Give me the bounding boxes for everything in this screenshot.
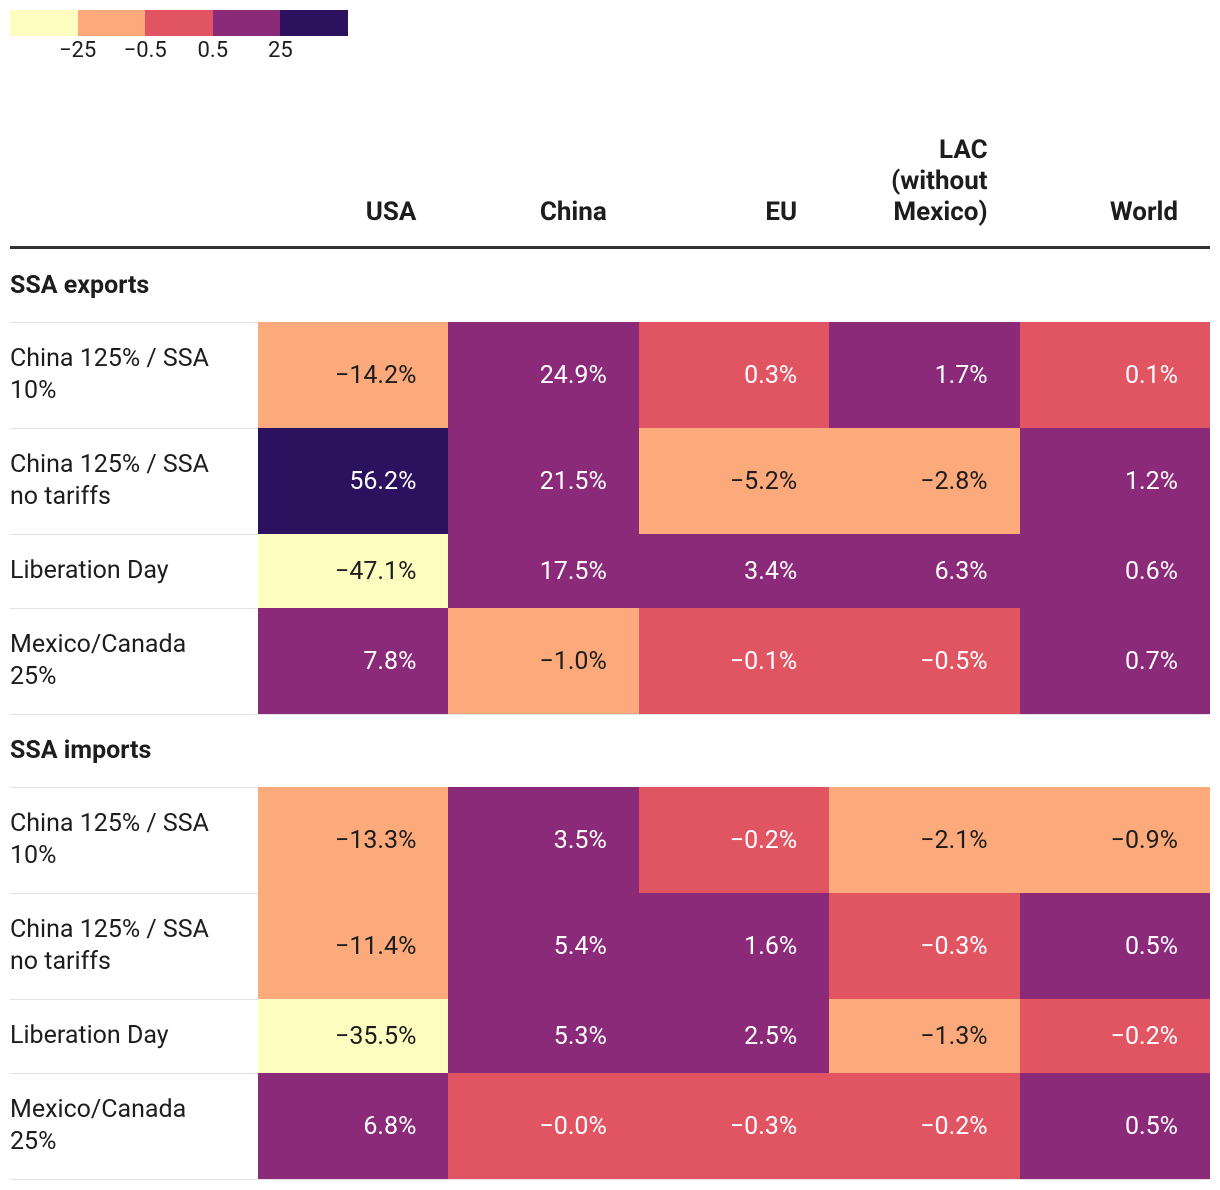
row-label: Liberation Day: [10, 1021, 169, 1050]
legend-swatch: [145, 10, 213, 36]
heat-cell: 6.3%: [829, 534, 1020, 608]
row-label: Liberation Day: [10, 556, 169, 585]
heat-cell: −0.2%: [638, 787, 830, 893]
heat-cell: 3.5%: [448, 787, 639, 893]
heat-cell: 0.6%: [1019, 534, 1210, 608]
heat-cell: −1.0%: [448, 608, 639, 714]
heat-cell: −2.8%: [829, 428, 1020, 534]
heat-cell: 1.2%: [1019, 428, 1210, 534]
heat-cell: 0.7%: [1019, 608, 1210, 714]
heat-cell: 7.8%: [258, 608, 449, 714]
heat-cell: 21.5%: [448, 428, 639, 534]
heat-cell: −0.0%: [448, 1073, 639, 1179]
legend-swatch: [10, 10, 78, 36]
column-header-box: LAC (without Mexico): [829, 110, 987, 228]
row-rule: [10, 1179, 1210, 1180]
heat-cell: 1.7%: [829, 322, 1020, 428]
heat-cell: −13.3%: [258, 787, 449, 893]
heat-cell: 0.5%: [1019, 893, 1210, 999]
heat-cell: −47.1%: [258, 534, 449, 608]
heat-cell: 0.5%: [1019, 1073, 1210, 1179]
heat-cell: −0.2%: [1019, 999, 1210, 1073]
column-header-box: China: [448, 110, 607, 228]
legend-tick-label: −0.5: [123, 38, 167, 63]
column-header-box: EU: [639, 110, 797, 228]
heat-cell: −11.4%: [258, 893, 449, 999]
heat-cell: −0.3%: [829, 893, 1020, 999]
legend-tick-label: 0.5: [197, 38, 229, 63]
legend-swatch: [280, 10, 348, 36]
heat-cell: 5.3%: [448, 999, 639, 1073]
column-header: World: [1109, 197, 1178, 227]
heat-cell: −0.3%: [638, 1073, 830, 1179]
heat-cell: −0.9%: [1019, 787, 1210, 893]
section-title: SSA exports: [10, 271, 150, 300]
row-label: Mexico/Canada 25%: [10, 1095, 187, 1156]
heat-cell: −0.1%: [638, 608, 830, 714]
legend-tick-label: −25: [58, 38, 97, 63]
heat-cell: −5.2%: [638, 428, 830, 534]
heat-cell: −0.2%: [829, 1073, 1020, 1179]
heat-cell: −35.5%: [258, 999, 449, 1073]
column-header-box: USA: [258, 110, 417, 228]
heat-cell: −1.3%: [829, 999, 1020, 1073]
row-rule: [10, 714, 1210, 715]
row-label: China 125% / SSA 10%: [10, 809, 209, 870]
legend-swatch: [77, 10, 146, 36]
column-header: EU: [765, 197, 798, 227]
column-header: USA: [365, 197, 417, 227]
heat-cell: 3.4%: [638, 534, 830, 608]
heat-cell: 1.6%: [638, 893, 830, 999]
row-label: Mexico/Canada 25%: [10, 630, 187, 691]
header-rule: [10, 246, 1210, 249]
legend-swatch: [212, 10, 281, 36]
heat-cell: −0.5%: [829, 608, 1020, 714]
heat-cell: −2.1%: [829, 787, 1020, 893]
column-header: LAC (without Mexico): [891, 135, 988, 227]
row-label: China 125% / SSA no tariffs: [10, 915, 209, 976]
row-label: China 125% / SSA no tariffs: [10, 450, 209, 511]
heat-cell: 0.1%: [1019, 322, 1210, 428]
heat-cell: 0.3%: [638, 322, 830, 428]
heat-cell: 24.9%: [448, 322, 639, 428]
heat-cell: 2.5%: [638, 999, 830, 1073]
heat-cell: 17.5%: [448, 534, 639, 608]
heat-cell: 6.8%: [258, 1073, 449, 1179]
column-header-box: World: [1020, 110, 1178, 228]
heat-cell: 56.2%: [258, 428, 449, 534]
heat-cell: −14.2%: [258, 322, 449, 428]
row-label: China 125% / SSA 10%: [10, 344, 209, 405]
heat-cell: 5.4%: [448, 893, 639, 999]
legend-tick-label: 25: [268, 38, 293, 63]
section-title: SSA imports: [10, 736, 152, 765]
column-header: China: [539, 197, 607, 227]
